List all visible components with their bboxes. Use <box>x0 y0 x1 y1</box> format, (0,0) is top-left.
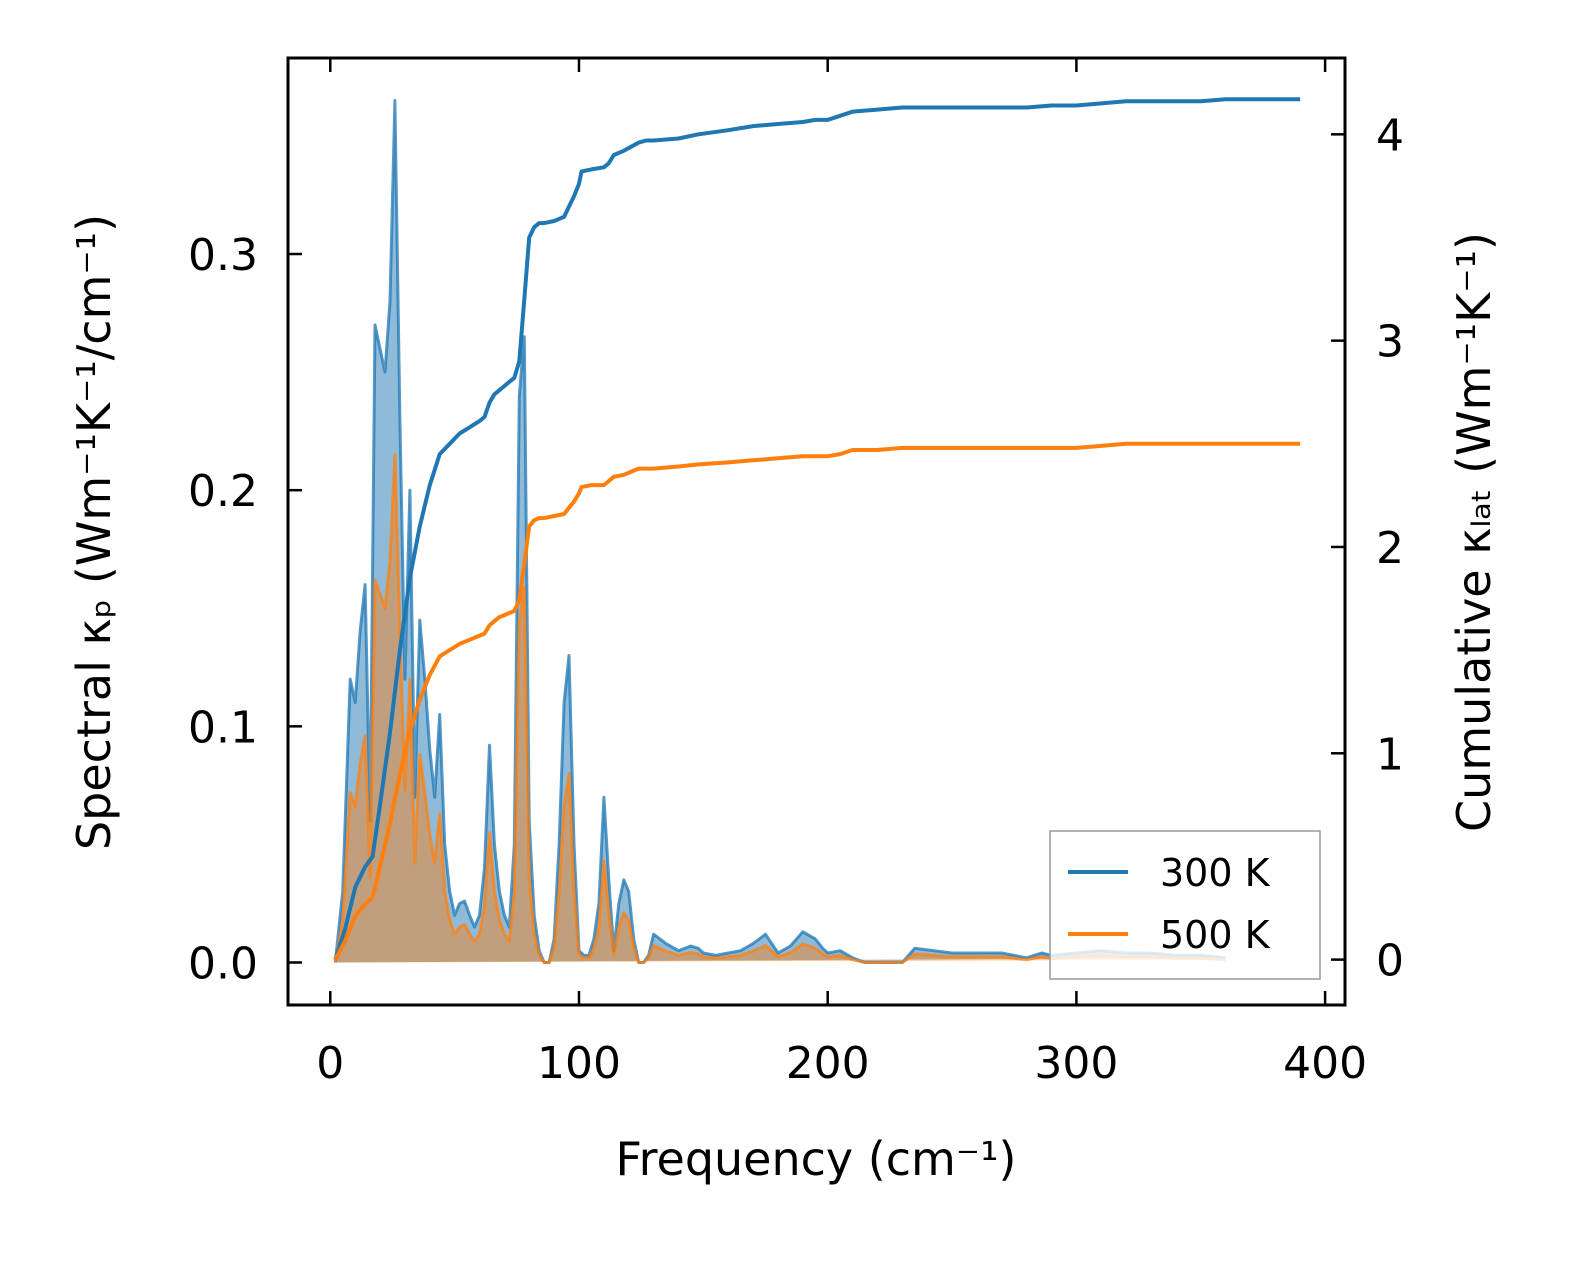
legend-box <box>1049 830 1321 980</box>
y-tick-label-right: 0 <box>1376 936 1404 987</box>
x-tick-label: 400 <box>1283 1038 1367 1089</box>
cumulative-line-500k <box>333 441 1301 961</box>
y-tick-label-right: 4 <box>1376 110 1404 161</box>
tick-layer: 0 100 200 300 400 0.0 0.1 0.2 0.3 0 1 2 3 4 <box>188 58 1404 1089</box>
x-axis-label: Frequency (cm⁻¹) <box>616 1132 1017 1186</box>
spectral-fill-layer <box>335 100 1226 963</box>
x-tick-label: 200 <box>786 1038 870 1089</box>
legend-label-500k: 500 K <box>1160 913 1271 957</box>
cumulative-line-layer <box>333 97 1301 961</box>
y-tick-label-left: 0.3 <box>188 230 258 281</box>
y-tick-label-right: 2 <box>1376 523 1404 574</box>
y-tick-label-left: 0.0 <box>188 938 258 989</box>
y-axis-right-label: Cumulative κₗₐₜ (Wm⁻¹K⁻¹) <box>1447 232 1501 832</box>
spectral-area-500k <box>335 454 1226 963</box>
spectral-line-500k <box>333 453 1226 964</box>
legend-label-300k: 300 K <box>1160 851 1271 895</box>
y-axis-left-label: Spectral κₚ (Wm⁻¹K⁻¹/cm⁻¹) <box>67 214 121 850</box>
x-tick-label: 0 <box>316 1038 344 1089</box>
spectral-line-layer <box>333 99 1226 964</box>
y-tick-label-left: 0.2 <box>188 466 258 517</box>
x-tick-label: 100 <box>537 1038 621 1089</box>
y-tick-label-right: 3 <box>1376 317 1404 368</box>
x-tick-label: 300 <box>1034 1038 1118 1089</box>
y-tick-label-left: 0.1 <box>188 702 258 753</box>
y-tick-label-right: 1 <box>1376 729 1404 780</box>
spectral-area-300k <box>335 100 1226 963</box>
legend: 300 K 500 K <box>1049 830 1321 980</box>
plot-frame <box>286 56 1347 1007</box>
cumulative-line-300k <box>333 97 1301 961</box>
